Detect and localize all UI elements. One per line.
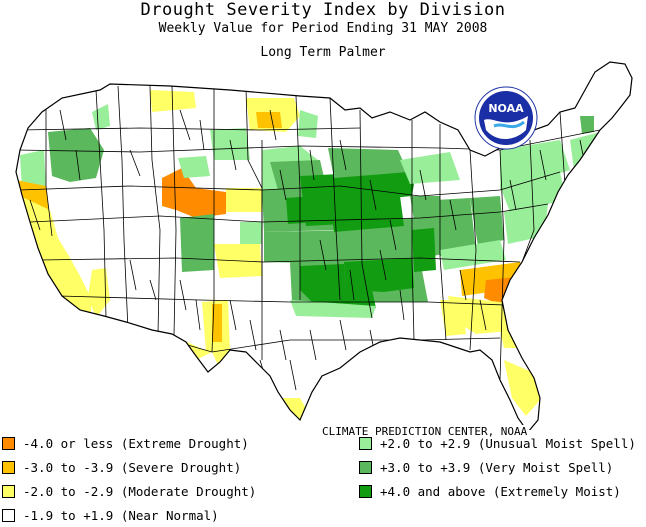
division-boundaries	[16, 85, 601, 391]
region-al-moderate	[440, 300, 466, 336]
region-socal-moderate	[88, 268, 110, 318]
noaa-logo-text: NOAA	[488, 102, 524, 115]
region-idaho-moist	[92, 104, 110, 130]
region-wi-very-moist	[328, 148, 408, 178]
credit-text: CLIMATE PREDICTION CENTER, NOAA	[322, 425, 528, 438]
legend-item-very-moist: +3.0 to +3.9 (Very Moist Spell)	[359, 455, 636, 479]
region-oregon-moist	[48, 128, 104, 182]
noaa-logo: NOAA	[474, 86, 538, 150]
region-pa-moist	[500, 172, 566, 212]
legend-swatch-extreme-drought	[2, 436, 15, 450]
region-utah-moist	[180, 214, 214, 272]
region-ar-extreme-moist	[344, 258, 414, 292]
region-oh-very-moist	[470, 196, 504, 246]
region-idaho-extreme	[162, 168, 226, 218]
region-mo-extreme-moist	[330, 196, 404, 232]
region-texas-moderate-west	[212, 352, 258, 392]
legend-item-extreme-drought: -4.0 or less (Extreme Drought)	[2, 431, 256, 455]
legend-moist: +2.0 to +2.9 (Unusual Moist Spell) +3.0 t…	[359, 431, 636, 503]
us-climate-division-map	[15, 61, 633, 430]
region-in-very-moist	[436, 198, 476, 256]
region-ky-moist	[440, 240, 506, 270]
legend-swatch-extremely-moist	[359, 484, 372, 498]
region-wyoming-moderate	[226, 188, 262, 212]
legend-swatch-unusual-moist	[359, 436, 372, 450]
legend-label: -2.0 to -2.9 (Moderate Drought)	[23, 483, 257, 499]
region-wi-extreme-moist	[360, 170, 416, 200]
region-maine-moist	[580, 116, 594, 134]
legend-item-near-normal: -1.9 to +1.9 (Near Normal)	[2, 503, 256, 527]
region-tn-severe	[460, 262, 532, 296]
region-montana-moderate	[150, 90, 196, 112]
region-tx-north-moist	[290, 300, 376, 318]
region-washington-moist	[20, 150, 46, 190]
legend-swatch-very-moist	[359, 460, 372, 474]
region-mn-moist	[298, 110, 318, 138]
legend-drought: -4.0 or less (Extreme Drought) -3.0 to -3…	[2, 431, 256, 527]
map-title: Drought Severity Index by Division	[140, 0, 506, 20]
legend-label: +3.0 to +3.9 (Very Moist Spell)	[380, 459, 614, 475]
legend-label: +4.0 and above (Extremely Moist)	[380, 483, 621, 499]
legend-label: +2.0 to +2.9 (Unusual Moist Spell)	[380, 435, 636, 451]
legend-item-unusual-moist: +2.0 to +2.9 (Unusual Moist Spell)	[359, 431, 636, 455]
map-subtitle: Weekly Value for Period Ending 31 MAY 20…	[158, 21, 488, 36]
region-montana-moist	[210, 128, 250, 160]
legend-label: -1.9 to +1.9 (Near Normal)	[23, 507, 219, 523]
legend-swatch-moderate-drought	[2, 484, 15, 498]
legend-item-extremely-moist: +4.0 and above (Extremely Moist)	[359, 479, 636, 503]
region-nm-severe	[212, 304, 222, 342]
region-ny-moist	[500, 140, 570, 190]
region-nd-severe	[256, 112, 282, 128]
region-ok-extreme-moist	[300, 264, 346, 290]
region-ms-extreme-moist	[412, 228, 436, 272]
region-wyoming-moist	[178, 156, 210, 178]
region-colorado-moist	[240, 222, 262, 244]
legend-item-moderate-drought: -2.0 to -2.9 (Moderate Drought)	[2, 479, 256, 503]
legend-item-severe-drought: -3.0 to -3.9 (Severe Drought)	[2, 455, 256, 479]
region-mi-moist	[400, 152, 460, 184]
region-nc-extreme	[484, 276, 530, 304]
index-name: Long Term Palmer	[260, 45, 386, 60]
legend-label: -3.0 to -3.9 (Severe Drought)	[23, 459, 242, 475]
legend-label: -4.0 or less (Extreme Drought)	[23, 435, 249, 451]
legend-swatch-near-normal	[2, 508, 15, 522]
legend-swatch-severe-drought	[2, 460, 15, 474]
